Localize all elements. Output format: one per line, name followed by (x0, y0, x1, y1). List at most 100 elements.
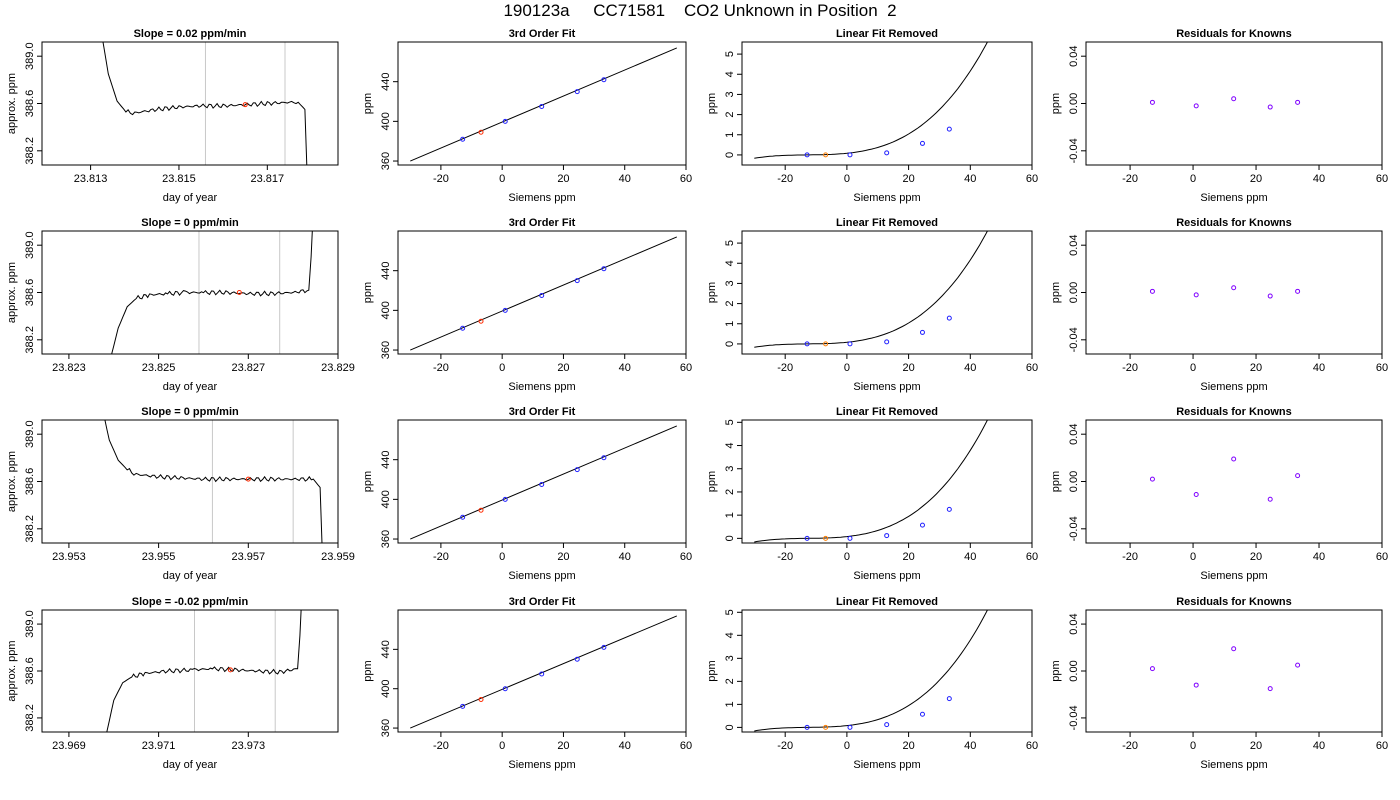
x-tick-label: 60 (1376, 740, 1388, 752)
x-tick-label: 40 (1313, 362, 1325, 374)
x-tick-label: 23.815 (162, 173, 196, 185)
fit-curve (754, 610, 989, 732)
x-tick-label: 40 (964, 551, 976, 563)
residual-point (1267, 686, 1273, 692)
average-point (242, 102, 248, 108)
known-point (884, 533, 890, 539)
x-axis-label: day of year (163, 570, 218, 582)
fit-curve (754, 231, 989, 348)
unknown-point (478, 318, 484, 324)
y-tick-label: 0.04 (1068, 234, 1080, 255)
residual-point (1231, 646, 1237, 652)
x-tick-label: -20 (777, 173, 793, 185)
residual-point (1267, 293, 1273, 299)
x-tick-label: 40 (1313, 740, 1325, 752)
y-tick-label: 4 (724, 632, 736, 638)
plot-frame (741, 419, 1033, 544)
unknown-point (823, 535, 829, 541)
known-point (919, 329, 925, 335)
y-axis-label: ppm (706, 471, 718, 492)
x-tick-label: 20 (1250, 173, 1262, 185)
y-tick-label: 4 (724, 260, 736, 266)
x-tick-label: 40 (619, 173, 631, 185)
x-tick-label: 40 (964, 740, 976, 752)
y-tick-label: 388.2 (24, 704, 36, 732)
plot-frame (41, 419, 339, 544)
plot-title: Slope = 0 ppm/min (141, 406, 239, 418)
x-tick-label: -20 (1122, 173, 1138, 185)
y-tick-label: 0.00 (1068, 660, 1080, 681)
fit-line (410, 615, 678, 729)
analyzer-trace (106, 610, 302, 732)
x-tick-label: -20 (1122, 740, 1138, 752)
known-point (460, 703, 466, 709)
known-point (601, 644, 607, 650)
y-tick-label: 388.6 (24, 657, 36, 685)
known-point (919, 140, 925, 146)
y-tick-label: 2 (724, 301, 736, 307)
x-tick-label: 20 (902, 740, 914, 752)
known-point (574, 656, 580, 662)
y-tick-label: 389.0 (24, 42, 36, 70)
x-tick-label: 23.957 (231, 551, 265, 563)
y-tick-label: 5 (724, 609, 736, 615)
x-tick-label: 23.971 (142, 740, 176, 752)
x-axis-label: day of year (163, 192, 218, 204)
x-tick-label: 40 (619, 740, 631, 752)
unknown-point (478, 507, 484, 513)
unknown-point (478, 697, 484, 703)
x-tick-label: 0 (844, 362, 850, 374)
x-tick-label: 20 (1250, 551, 1262, 563)
x-tick-label: 60 (1376, 362, 1388, 374)
plot-title: Slope = 0 ppm/min (141, 217, 239, 229)
x-tick-label: 20 (902, 173, 914, 185)
y-tick-label: -0.04 (1068, 327, 1080, 352)
y-tick-label: 389.0 (24, 231, 36, 259)
known-point (460, 514, 466, 520)
x-tick-label: 23.969 (52, 740, 86, 752)
plot-title: Linear Fit Removed (836, 28, 938, 40)
y-tick-label: 400 (380, 490, 392, 508)
known-point (919, 522, 925, 528)
known-point (946, 506, 952, 512)
x-tick-label: -20 (1122, 362, 1138, 374)
y-tick-label: 4 (724, 442, 736, 448)
x-tick-label: 20 (557, 173, 569, 185)
unknown-point (478, 129, 484, 135)
x-tick-label: 20 (902, 551, 914, 563)
plot-frame (741, 41, 1033, 166)
residual-point (1231, 456, 1237, 462)
x-tick-label: 40 (619, 551, 631, 563)
x-tick-label: -20 (777, 551, 793, 563)
known-point (502, 118, 508, 124)
average-point (245, 476, 251, 482)
x-tick-label: 60 (680, 173, 692, 185)
y-tick-label: 360 (380, 719, 392, 737)
plot-title: Residuals for Knowns (1176, 28, 1292, 40)
plot-title: Linear Fit Removed (836, 596, 938, 608)
fit-line (410, 425, 678, 540)
x-tick-label: 0 (499, 551, 505, 563)
x-tick-label: 40 (1313, 173, 1325, 185)
y-tick-label: 0.04 (1068, 45, 1080, 66)
x-tick-label: 40 (1313, 551, 1325, 563)
x-axis-label: Siemens ppm (853, 759, 920, 771)
x-axis-label: Siemens ppm (508, 759, 575, 771)
plot-frame (741, 230, 1033, 355)
x-tick-label: -20 (433, 173, 449, 185)
residual-point (1231, 96, 1237, 102)
known-point (502, 307, 508, 313)
y-axis-label: ppm (1050, 282, 1062, 303)
y-tick-label: 360 (380, 341, 392, 359)
residual-point (1193, 682, 1199, 688)
known-point (601, 77, 607, 83)
y-tick-label: 0 (724, 152, 736, 158)
x-axis-label: day of year (163, 381, 218, 393)
x-axis-label: Siemens ppm (853, 192, 920, 204)
y-tick-label: 3 (724, 91, 736, 97)
known-point (539, 103, 545, 109)
x-tick-label: 23.825 (142, 362, 176, 374)
x-tick-label: 0 (844, 551, 850, 563)
x-tick-label: -20 (1122, 551, 1138, 563)
x-tick-label: 60 (680, 551, 692, 563)
